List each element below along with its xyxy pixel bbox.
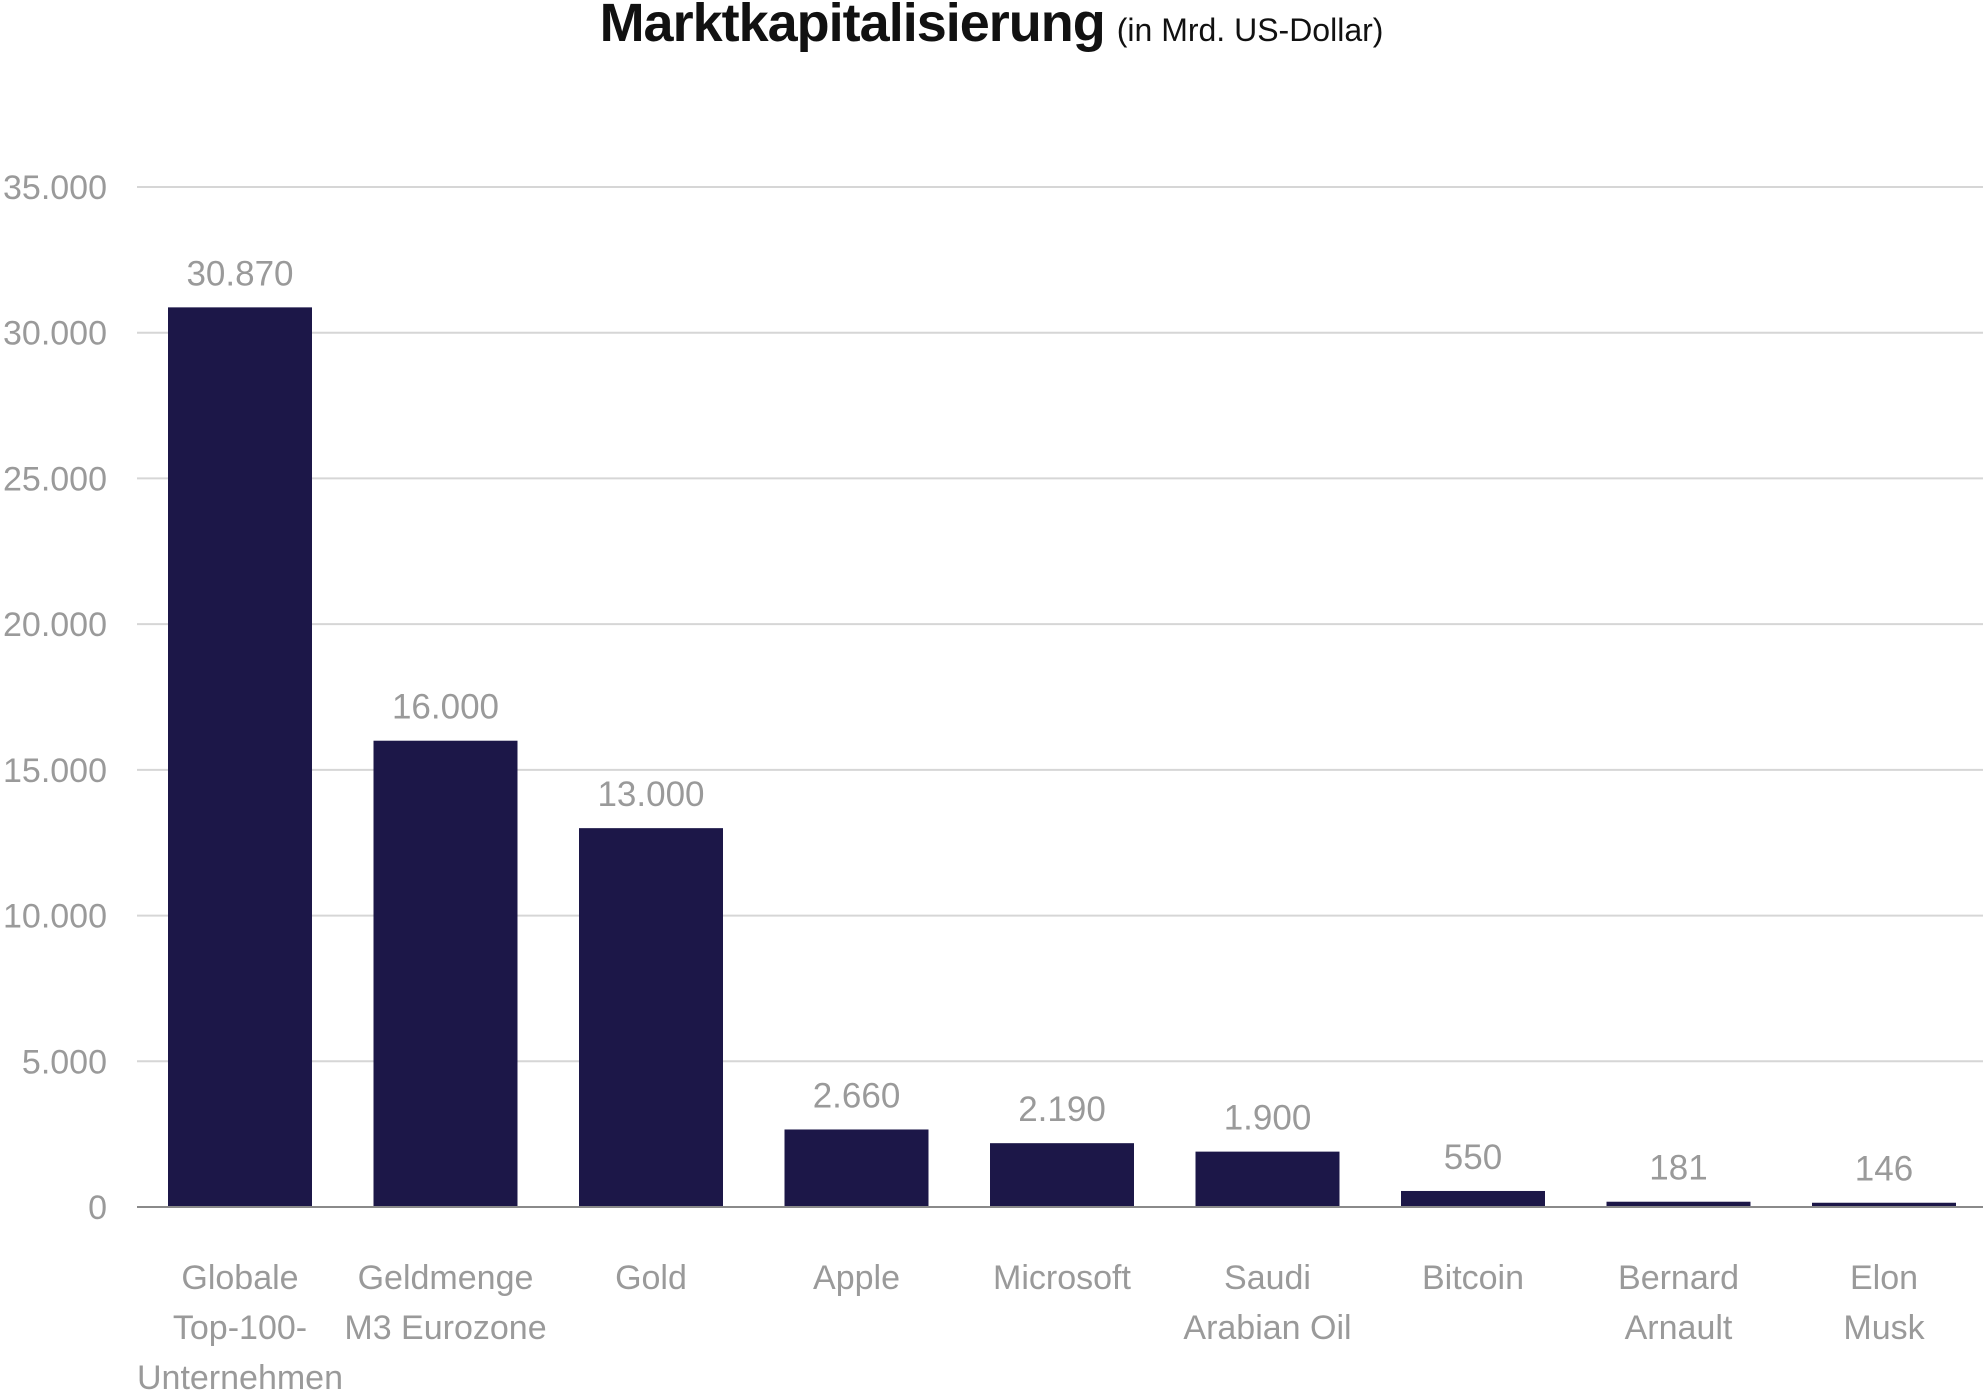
data-label: 1.900 xyxy=(1224,1099,1312,1138)
y-tick-label: 15.000 xyxy=(3,752,107,790)
bar xyxy=(1401,1190,1545,1207)
x-tick-label: Unternehmen xyxy=(137,1359,343,1391)
x-tick-label: Top-100- xyxy=(173,1309,307,1347)
x-tick-label: Bernard xyxy=(1618,1259,1739,1297)
chart-title: Marktkapitalisierung xyxy=(599,0,1106,53)
y-tick-label: 10.000 xyxy=(3,898,107,936)
x-tick-label: Apple xyxy=(813,1259,900,1297)
data-label: 13.000 xyxy=(597,775,704,814)
bar xyxy=(1812,1202,1956,1207)
bar xyxy=(579,828,723,1207)
y-tick-label: 5.000 xyxy=(22,1043,107,1081)
y-tick-label: 35.000 xyxy=(3,169,107,207)
data-label: 181 xyxy=(1649,1149,1707,1188)
x-tick-label: Geldmenge xyxy=(358,1259,534,1297)
chart-title-block: Marktkapitalisierung (in Mrd. US-Dollar) xyxy=(0,0,1983,70)
data-label: 30.870 xyxy=(186,254,293,293)
x-tick-label: Elon xyxy=(1850,1259,1918,1297)
bar xyxy=(1195,1151,1340,1207)
bar xyxy=(990,1143,1134,1207)
x-tick-label: Globale xyxy=(181,1259,298,1297)
chart-subtitle: (in Mrd. US-Dollar) xyxy=(1116,12,1384,48)
data-label: 16.000 xyxy=(392,688,499,727)
bar xyxy=(1606,1201,1751,1207)
data-label: 146 xyxy=(1855,1150,1913,1189)
bar xyxy=(784,1129,929,1207)
data-label: 550 xyxy=(1444,1138,1502,1177)
x-tick-label: Bitcoin xyxy=(1422,1259,1524,1297)
x-tick-label: Musk xyxy=(1843,1309,1925,1347)
x-tick-label: Arabian Oil xyxy=(1183,1309,1351,1347)
x-tick-label: Microsoft xyxy=(993,1259,1131,1297)
x-tick-label: M3 Eurozone xyxy=(344,1309,546,1347)
x-tick-label: Arnault xyxy=(1625,1309,1733,1347)
y-tick-label: 20.000 xyxy=(3,606,107,644)
data-label: 2.660 xyxy=(813,1076,901,1115)
y-tick-label: 25.000 xyxy=(3,460,107,498)
y-tick-label: 0 xyxy=(88,1189,107,1227)
bar xyxy=(373,740,518,1207)
x-tick-label: Saudi xyxy=(1224,1259,1311,1297)
x-tick-label: Gold xyxy=(615,1259,687,1297)
y-tick-label: 30.000 xyxy=(3,315,107,353)
data-label: 2.190 xyxy=(1018,1090,1106,1129)
bar xyxy=(168,307,312,1207)
